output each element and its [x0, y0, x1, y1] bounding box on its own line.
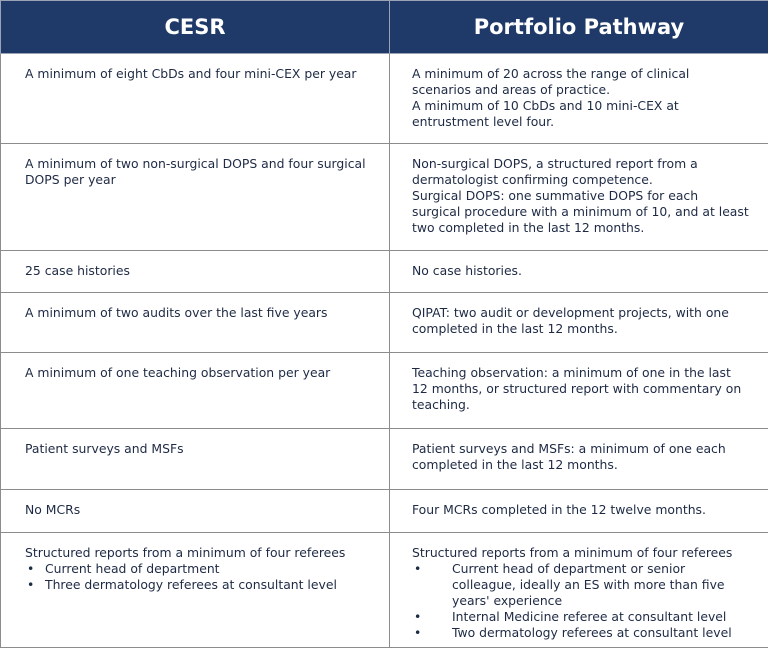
bullet-item: Two dermatology referees at consultant l…: [412, 625, 750, 641]
table-row: A minimum of one teaching observation pe…: [1, 353, 768, 429]
table-cell: No MCRs: [1, 490, 390, 533]
cell-text: No MCRs: [25, 502, 371, 518]
cell-text: Surgical DOPS: one summative DOPS for ea…: [412, 188, 750, 236]
cell-text: A minimum of one teaching observation pe…: [25, 365, 371, 381]
table-cell: Structured reports from a minimum of fou…: [1, 533, 390, 648]
header-cell: Portfolio Pathway: [390, 1, 768, 54]
bullet-item: Current head of department: [25, 561, 371, 577]
table-row: 25 case histories No case histories.: [1, 251, 768, 293]
table-cell: 25 case histories: [1, 251, 390, 293]
table-cell: Four MCRs completed in the 12 twelve mon…: [390, 490, 768, 533]
table-cell: Non-surgical DOPS, a structured report f…: [390, 144, 768, 251]
table-row: A minimum of two non-surgical DOPS and f…: [1, 144, 768, 251]
header-row: CESR Portfolio Pathway: [1, 1, 768, 54]
cell-text: No case histories.: [412, 263, 750, 279]
table-cell: A minimum of two audits over the last fi…: [1, 293, 390, 353]
bullet-item: Internal Medicine referee at consultant …: [412, 609, 750, 625]
cell-text: Non-surgical DOPS, a structured report f…: [412, 156, 750, 188]
table-cell: Teaching observation: a minimum of one i…: [390, 353, 768, 429]
table-cell: No case histories.: [390, 251, 768, 293]
table-header: CESR Portfolio Pathway: [1, 1, 768, 54]
cell-text: Structured reports from a minimum of fou…: [25, 545, 371, 561]
header-cell: CESR: [1, 1, 390, 54]
cell-text: Structured reports from a minimum of fou…: [412, 545, 750, 561]
cell-text: Patient surveys and MSFs: [25, 441, 371, 457]
cell-text: A minimum of two non-surgical DOPS and f…: [25, 156, 371, 188]
table-cell: Structured reports from a minimum of fou…: [390, 533, 768, 648]
table-cell: A minimum of eight CbDs and four mini-CE…: [1, 54, 390, 144]
table-row: Structured reports from a minimum of fou…: [1, 533, 768, 648]
table-cell: A minimum of 20 across the range of clin…: [390, 54, 768, 144]
table-row: No MCRs Four MCRs completed in the 12 twe…: [1, 490, 768, 533]
table-cell: QIPAT: two audit or development projects…: [390, 293, 768, 353]
cell-text: 25 case histories: [25, 263, 371, 279]
table-body: A minimum of eight CbDs and four mini-CE…: [1, 54, 768, 648]
cell-text: A minimum of 10 CbDs and 10 mini-CEX at …: [412, 98, 750, 130]
table-cell: A minimum of two non-surgical DOPS and f…: [1, 144, 390, 251]
cell-text: QIPAT: two audit or development projects…: [412, 305, 750, 337]
table-row: A minimum of two audits over the last fi…: [1, 293, 768, 353]
table-cell: Patient surveys and MSFs: [1, 429, 390, 490]
table-row: A minimum of eight CbDs and four mini-CE…: [1, 54, 768, 144]
bullet-item: Current head of department or senior col…: [412, 561, 750, 609]
cell-text: A minimum of two audits over the last fi…: [25, 305, 371, 321]
cell-text: Patient surveys and MSFs: a minimum of o…: [412, 441, 750, 473]
table-cell: Patient surveys and MSFs: a minimum of o…: [390, 429, 768, 490]
cell-text: Four MCRs completed in the 12 twelve mon…: [412, 502, 750, 518]
bullet-list: Current head of department or senior col…: [412, 561, 750, 641]
table-cell: A minimum of one teaching observation pe…: [1, 353, 390, 429]
table-row: Patient surveys and MSFs Patient surveys …: [1, 429, 768, 490]
bullet-item: Three dermatology referees at consultant…: [25, 577, 371, 593]
cell-text: A minimum of 20 across the range of clin…: [412, 66, 750, 98]
cell-text: Teaching observation: a minimum of one i…: [412, 365, 750, 413]
cell-text: A minimum of eight CbDs and four mini-CE…: [25, 66, 371, 82]
bullet-list: Current head of departmentThree dermatol…: [25, 561, 371, 593]
